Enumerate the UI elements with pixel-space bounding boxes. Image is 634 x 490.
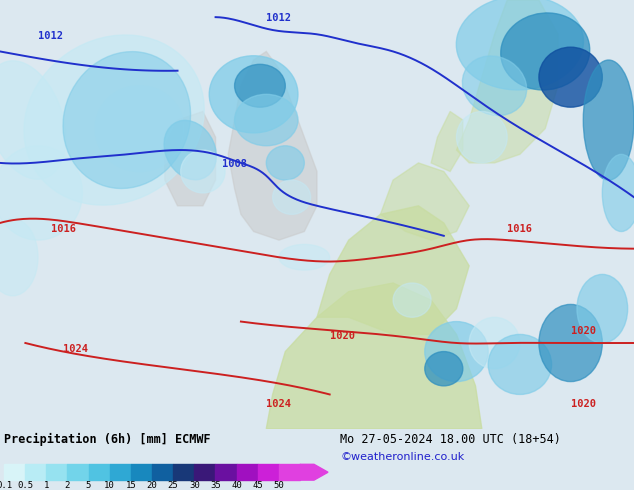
- Ellipse shape: [164, 121, 216, 180]
- Text: 30: 30: [189, 481, 200, 490]
- Text: ©weatheronline.co.uk: ©weatheronline.co.uk: [340, 452, 464, 463]
- Polygon shape: [431, 112, 463, 172]
- Ellipse shape: [539, 304, 602, 382]
- Text: 1020: 1020: [330, 331, 354, 341]
- Bar: [194, 465, 216, 480]
- Bar: [25, 465, 46, 480]
- Ellipse shape: [462, 56, 527, 116]
- Text: 10: 10: [105, 481, 115, 490]
- Ellipse shape: [425, 321, 488, 382]
- FancyArrow shape: [300, 465, 328, 480]
- Ellipse shape: [425, 352, 463, 386]
- Polygon shape: [228, 51, 317, 240]
- Ellipse shape: [209, 56, 298, 133]
- Text: Mo 27-05-2024 18.00 UTC (18+54): Mo 27-05-2024 18.00 UTC (18+54): [340, 433, 561, 446]
- Ellipse shape: [456, 0, 583, 90]
- Bar: [216, 465, 236, 480]
- Polygon shape: [266, 283, 482, 429]
- Text: 0.1: 0.1: [0, 481, 12, 490]
- Text: 1020: 1020: [571, 326, 595, 337]
- Ellipse shape: [501, 13, 590, 90]
- Ellipse shape: [266, 146, 304, 180]
- Text: 1012: 1012: [266, 13, 291, 24]
- Ellipse shape: [235, 64, 285, 107]
- Text: 50: 50: [273, 481, 284, 490]
- Text: 2: 2: [65, 481, 70, 490]
- Ellipse shape: [273, 180, 311, 215]
- Text: Precipitation (6h) [mm] ECMWF: Precipitation (6h) [mm] ECMWF: [4, 433, 210, 446]
- Text: 1024: 1024: [63, 343, 88, 354]
- Text: 20: 20: [146, 481, 157, 490]
- Text: 1008: 1008: [222, 159, 247, 169]
- Ellipse shape: [235, 94, 298, 146]
- Ellipse shape: [0, 61, 66, 179]
- Polygon shape: [317, 206, 469, 334]
- Polygon shape: [380, 163, 469, 240]
- Text: 45: 45: [252, 481, 263, 490]
- Ellipse shape: [279, 245, 330, 270]
- Text: 0.5: 0.5: [17, 481, 33, 490]
- Bar: [173, 465, 194, 480]
- Bar: [67, 465, 89, 480]
- Ellipse shape: [0, 146, 82, 240]
- Text: 1020: 1020: [571, 399, 595, 409]
- Bar: [110, 465, 131, 480]
- Polygon shape: [456, 0, 558, 163]
- Ellipse shape: [602, 154, 634, 232]
- Ellipse shape: [95, 86, 184, 172]
- Text: 15: 15: [126, 481, 136, 490]
- Ellipse shape: [469, 318, 520, 368]
- Ellipse shape: [0, 219, 38, 296]
- Bar: [89, 465, 110, 480]
- Ellipse shape: [63, 51, 191, 189]
- Ellipse shape: [456, 111, 507, 163]
- Bar: [257, 465, 279, 480]
- Bar: [4, 465, 25, 480]
- Polygon shape: [165, 112, 216, 206]
- Text: 1: 1: [44, 481, 49, 490]
- Ellipse shape: [583, 60, 634, 180]
- Bar: [131, 465, 152, 480]
- Text: 1012: 1012: [38, 30, 63, 41]
- Text: 1016: 1016: [507, 223, 532, 234]
- Bar: [152, 465, 173, 480]
- Bar: [46, 465, 67, 480]
- Bar: [279, 465, 300, 480]
- Text: 5: 5: [86, 481, 91, 490]
- Ellipse shape: [577, 274, 628, 343]
- Ellipse shape: [539, 47, 602, 107]
- Text: 1016: 1016: [51, 223, 75, 234]
- Ellipse shape: [488, 334, 552, 394]
- Text: 35: 35: [210, 481, 221, 490]
- Text: 25: 25: [168, 481, 179, 490]
- Text: 1024: 1024: [266, 399, 291, 409]
- Ellipse shape: [393, 283, 431, 318]
- Text: 40: 40: [231, 481, 242, 490]
- Ellipse shape: [24, 35, 204, 205]
- Ellipse shape: [181, 150, 225, 193]
- Bar: [236, 465, 257, 480]
